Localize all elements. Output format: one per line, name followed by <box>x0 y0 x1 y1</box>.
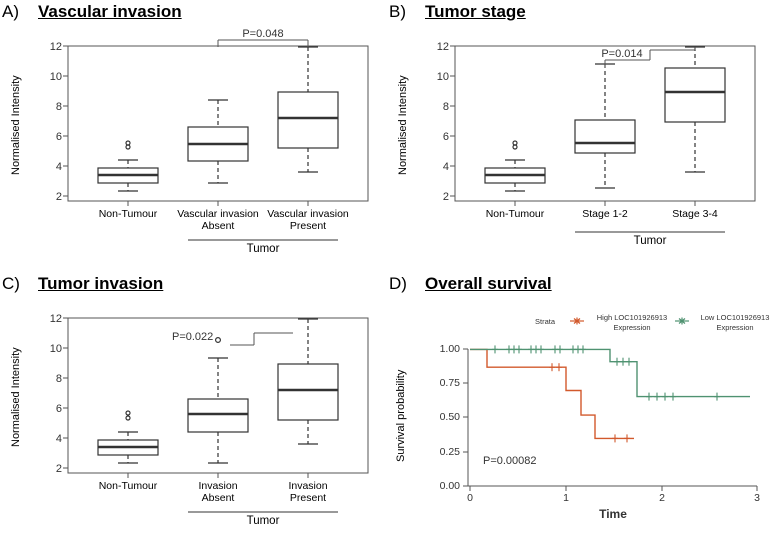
svg-text:12: 12 <box>437 41 449 53</box>
svg-text:8: 8 <box>56 373 62 385</box>
svg-text:3: 3 <box>754 492 760 504</box>
svg-text:6: 6 <box>443 131 449 143</box>
svg-text:12: 12 <box>50 41 62 53</box>
svg-text:1: 1 <box>563 492 569 504</box>
svg-text:0.75: 0.75 <box>440 377 461 389</box>
svg-text:0.25: 0.25 <box>440 446 461 458</box>
svg-text:P=0.00082: P=0.00082 <box>483 455 537 467</box>
svg-text:Expression: Expression <box>716 323 753 332</box>
svg-text:2: 2 <box>56 191 62 203</box>
svg-text:8: 8 <box>56 101 62 113</box>
svg-text:2: 2 <box>443 191 449 203</box>
svg-text:0.00: 0.00 <box>440 480 461 492</box>
svg-text:High LOC101926913: High LOC101926913 <box>597 313 667 322</box>
svg-text:10: 10 <box>50 343 62 355</box>
svg-text:P=0.014: P=0.014 <box>601 48 642 60</box>
svg-text:P=0.048: P=0.048 <box>242 28 283 40</box>
svg-text:Low LOC101926913: Low LOC101926913 <box>701 313 770 322</box>
svg-text:Expression: Expression <box>613 323 650 332</box>
svg-text:4: 4 <box>443 161 449 173</box>
svg-text:4: 4 <box>56 161 62 173</box>
svg-text:4: 4 <box>56 433 62 445</box>
svg-text:2: 2 <box>659 492 665 504</box>
svg-text:6: 6 <box>56 403 62 415</box>
svg-text:Strata: Strata <box>535 317 556 326</box>
svg-text:P=0.022: P=0.022 <box>172 331 213 343</box>
svg-text:10: 10 <box>50 71 62 83</box>
svg-text:0.50: 0.50 <box>440 411 461 423</box>
svg-text:10: 10 <box>437 71 449 83</box>
svg-text:8: 8 <box>443 101 449 113</box>
svg-text:6: 6 <box>56 131 62 143</box>
svg-text:1.00: 1.00 <box>440 343 461 355</box>
svg-text:0: 0 <box>467 492 473 504</box>
svg-text:2: 2 <box>56 463 62 475</box>
svg-text:12: 12 <box>50 313 62 325</box>
